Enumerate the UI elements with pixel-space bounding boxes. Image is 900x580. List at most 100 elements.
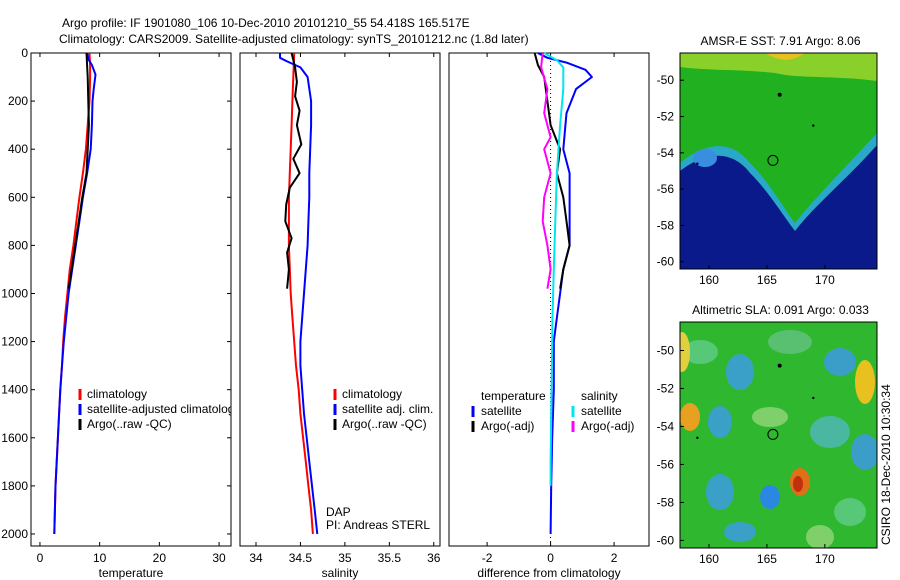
difference-legend-entry: Argo(-adj)	[481, 419, 534, 433]
sst_map-xtick-label: 170	[815, 273, 835, 287]
sla_map-ytick-label: -56	[657, 457, 675, 471]
salinity-xtick-label: 36	[427, 551, 441, 565]
sst_map-title: AMSR-E SST: 7.91 Argo: 8.06	[700, 34, 860, 48]
sla-anomaly-patch	[851, 434, 877, 470]
sla-anomaly-patch	[793, 476, 803, 492]
salinity-legend-entry: climatology	[342, 387, 402, 401]
sst-warmest-patch	[765, 53, 805, 60]
sla_map-panel: Altimetric SLA: 0.091 Argo: 0.033 160 165 1…	[657, 303, 878, 566]
sla_map-float-track-point	[777, 363, 782, 368]
sla_map-ytick-label: -52	[657, 381, 675, 395]
temperature-ytick-label: 1400	[1, 383, 28, 397]
sla-anomaly-patch	[680, 332, 690, 372]
salinity-xtick-label: 34.5	[289, 551, 313, 565]
sst-eddy	[693, 149, 717, 167]
sst_map-frame	[679, 52, 878, 270]
temperature-legend-entry: climatology	[87, 387, 147, 401]
sla-anomaly-patch	[724, 522, 756, 542]
sla_map-ytick-label: -60	[657, 533, 675, 547]
sla_map-title: Altimetric SLA: 0.091 Argo: 0.033	[692, 303, 869, 317]
temperature-ytick-label: 1000	[1, 286, 28, 300]
difference-xtick-label: 2	[611, 551, 618, 565]
temperature-xtick-label: 30	[212, 551, 226, 565]
sla-anomaly-patch	[810, 416, 850, 448]
temperature-legend-entry: satellite-adjusted climatology	[87, 402, 240, 416]
difference-legend-entry: satellite	[481, 404, 522, 418]
temperature-axis-label: temperature	[99, 566, 164, 580]
sla_map-ytick-label: -50	[657, 343, 675, 357]
temperature-xtick-label: 0	[37, 551, 44, 565]
sla-anomaly-patch	[768, 330, 812, 354]
sla_map-xtick-label: 160	[699, 552, 719, 566]
salinity-frame	[239, 52, 441, 547]
sla_map-profile-marker	[767, 428, 779, 440]
difference-series-line	[543, 52, 565, 486]
sst_map-panel: AMSR-E SST: 7.91 Argo: 8.06 160 165 170 -50 -…	[657, 34, 878, 287]
salinity-axis-label: salinity	[322, 566, 359, 580]
difference-legend-entry: satellite	[581, 404, 622, 418]
difference-series-line	[537, 52, 593, 535]
credit-label: CSIRO 18-Dec-2010 10:30:34	[879, 384, 893, 545]
sst_map-float-track-point	[812, 124, 815, 127]
temperature-ytick-label: 1800	[1, 479, 28, 493]
difference-series-line	[540, 52, 552, 289]
sla_map-xtick-label: 170	[815, 552, 835, 566]
temperature-frame	[30, 52, 232, 547]
sla-anomaly-patch	[760, 485, 780, 509]
sst_map-ytick-label: -50	[657, 73, 675, 87]
salinity-annotation: PI: Andreas STERL	[326, 518, 430, 532]
difference-frame	[448, 52, 650, 547]
difference-xtick-label: 0	[547, 551, 554, 565]
sla-anomaly-patch	[726, 354, 754, 390]
sla-anomaly-patch	[824, 348, 856, 376]
sla-anomaly-patch	[708, 406, 732, 438]
figure-title-line2: Climatology: CARS2009. Satellite-adjuste…	[59, 32, 529, 46]
temperature-ytick-label: 600	[8, 190, 28, 204]
salinity-xtick-label: 35	[338, 551, 352, 565]
salinity-panel: 34 34.5 35 35.5 36 salinity climatologysatelli…	[239, 52, 441, 580]
sla_map-field	[680, 322, 877, 548]
difference-legend-heading: temperature	[481, 389, 546, 403]
temperature-xtick-label: 20	[153, 551, 167, 565]
temperature-series-line	[67, 52, 90, 289]
sla_map-ytick-label: -58	[657, 495, 675, 509]
salinity-legend-entry: satellite adj. clim.	[342, 402, 433, 416]
sst_map-profile-marker	[767, 154, 779, 166]
temperature-ytick-label: 800	[8, 238, 28, 252]
sla-anomaly-patch	[834, 498, 866, 526]
sla_map-ytick-label: -54	[657, 419, 675, 433]
difference-legend: temperaturesatelliteArgo(-adj)salinitysa…	[471, 389, 634, 433]
sla-anomaly-patch	[682, 340, 718, 364]
sla_map-xtick-label: 165	[757, 552, 777, 566]
sla_map-float-track-point	[812, 396, 815, 400]
temperature-ytick-label: 0	[21, 46, 28, 60]
chart-panels: 0 10 20 30020040060080010001200140016001800…	[1, 34, 878, 580]
figure-title-line1: Argo profile: IF 1901080_106 10-Dec-2010…	[62, 16, 470, 30]
sst_map-ytick-label: -58	[657, 218, 675, 232]
sst_map-xtick-label: 165	[757, 273, 777, 287]
sla_map-float-track-point	[696, 436, 699, 440]
temperature-xtick-label: 10	[93, 551, 107, 565]
sst-warm-band	[680, 53, 877, 81]
sst-cold-water	[680, 145, 877, 269]
temperature-ytick-label: 1600	[1, 431, 28, 445]
sst_map-ytick-label: -52	[657, 110, 675, 124]
sla-anomaly-patch	[806, 525, 834, 548]
difference-axis-label: difference from climatology	[477, 566, 620, 580]
salinity-annotation: DAP	[326, 505, 351, 519]
sst_map-float-track-point	[696, 162, 699, 165]
sst_map-float-track-point	[777, 92, 782, 97]
sst_map-xtick-label: 160	[699, 273, 719, 287]
difference-xtick-label: -2	[482, 551, 493, 565]
sst_map-ytick-label: -54	[657, 146, 675, 160]
sla-anomaly-patch	[680, 403, 700, 431]
sla_map-frame	[679, 321, 878, 549]
sla-anomaly-patch	[752, 407, 788, 427]
difference-legend-heading: salinity	[581, 389, 618, 403]
sst_map-ytick-label: -56	[657, 182, 675, 196]
temperature-ytick-label: 400	[8, 142, 28, 156]
